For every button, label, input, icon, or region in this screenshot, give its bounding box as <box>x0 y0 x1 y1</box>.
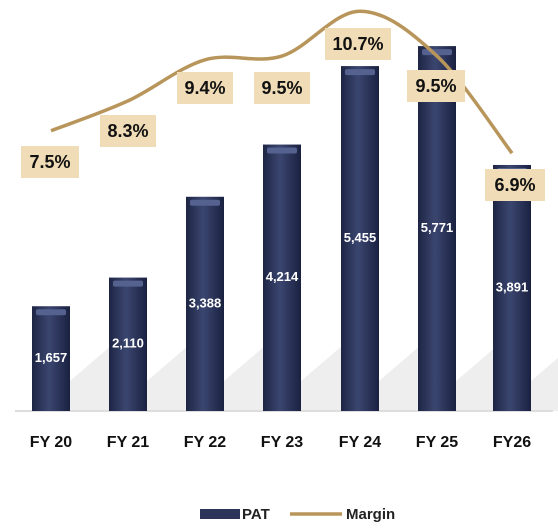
bar-cap <box>345 69 375 76</box>
bar-value-label: 3,388 <box>189 295 222 310</box>
bar <box>186 196 224 411</box>
legend-label: Margin <box>346 506 395 523</box>
legend-swatch <box>200 509 240 519</box>
bar <box>418 46 456 412</box>
bar <box>32 306 70 411</box>
margin-label: 10.7% <box>332 34 383 54</box>
margin-label: 8.3% <box>107 121 148 141</box>
bar <box>341 66 379 411</box>
margin-label-box <box>325 28 391 60</box>
bar-cap <box>267 147 297 154</box>
margin-label: 9.4% <box>184 78 225 98</box>
bar-value-label: 5,455 <box>344 230 377 245</box>
margin-label: 9.5% <box>261 78 302 98</box>
margin-label-box <box>177 72 233 104</box>
bar-value-label: 1,657 <box>35 350 68 365</box>
x-tick-label: FY 25 <box>416 434 459 451</box>
bar-value-label: 3,891 <box>496 279 529 294</box>
x-tick-label: FY 24 <box>339 434 382 451</box>
bar <box>263 144 301 411</box>
x-tick-label: FY26 <box>493 434 531 451</box>
margin-label-box <box>407 70 465 102</box>
bar-value-label: 2,110 <box>112 336 144 351</box>
margin-label: 6.9% <box>494 175 535 195</box>
bar-value-label: 5,771 <box>421 220 454 235</box>
x-tick-label: FY 21 <box>107 434 150 451</box>
margin-label-box <box>485 169 545 201</box>
margin-label-box <box>254 72 310 104</box>
margin-label: 9.5% <box>415 76 456 96</box>
margin-label-box <box>100 115 156 147</box>
x-tick-label: FY 20 <box>30 434 73 451</box>
bar <box>109 277 147 411</box>
bar <box>493 164 531 411</box>
bar-value-label: 4,214 <box>266 269 299 284</box>
bar-shadow <box>531 357 558 411</box>
bar-cap <box>113 280 143 287</box>
bar-cap <box>190 199 220 206</box>
bar-cap <box>36 309 66 316</box>
x-tick-label: FY 22 <box>184 434 227 451</box>
legend-label: PAT <box>242 506 270 523</box>
margin-line <box>50 9 514 155</box>
margin-label: 7.5% <box>29 152 70 172</box>
x-tick-label: FY 23 <box>261 434 304 451</box>
margin-label-box <box>21 146 79 178</box>
